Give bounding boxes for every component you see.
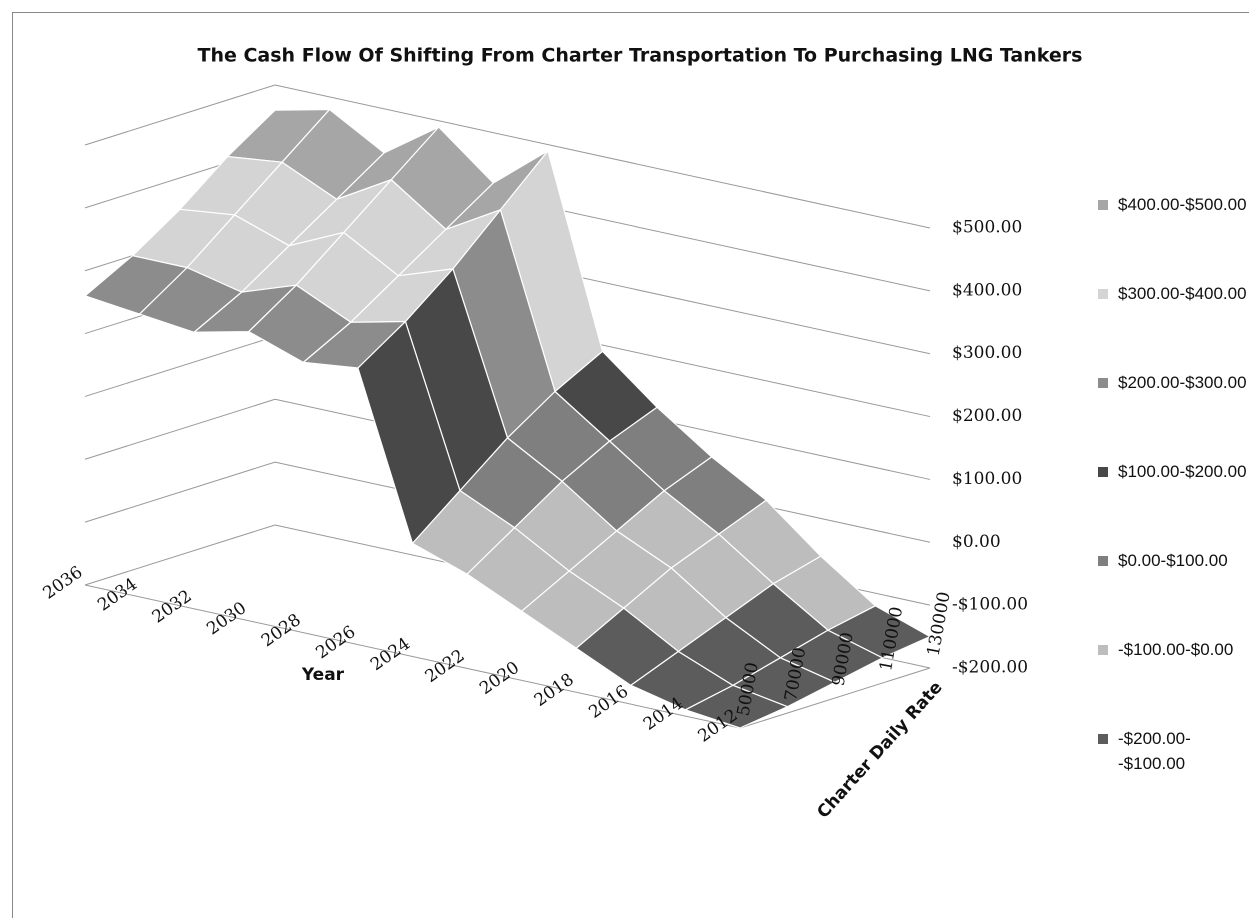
- axis-line: [739, 667, 931, 729]
- z-tick-label: $500.00: [952, 218, 1022, 238]
- z-tick-label: $400.00: [952, 280, 1022, 300]
- z-tick-label: $200.00: [952, 406, 1022, 426]
- legend-swatch: [1098, 289, 1108, 299]
- legend-label: $0.00-$100.00: [1118, 551, 1228, 570]
- x-tick-label: 2036: [40, 562, 87, 603]
- y-tick-label: 130000: [924, 590, 955, 657]
- legend-item: $100.00-$200.00: [1094, 459, 1247, 548]
- x-tick-label: 2016: [585, 682, 632, 723]
- legend-label: -$100.00-$0.00: [1118, 640, 1234, 659]
- legend-swatch: [1098, 200, 1108, 210]
- x-tick-label: 2020: [476, 658, 523, 699]
- grid-line: [84, 461, 276, 523]
- legend-label: $300.00-$400.00: [1118, 284, 1247, 303]
- grid-line: [84, 524, 276, 586]
- legend-item: $400.00-$500.00: [1094, 192, 1247, 281]
- legend-swatch: [1098, 467, 1108, 477]
- grid-line: [84, 398, 276, 460]
- z-tick-label: -$200.00: [952, 658, 1028, 678]
- z-tick-label: $0.00: [952, 532, 1001, 552]
- legend-item: -$200.00--$100.00: [1094, 726, 1226, 815]
- x-tick-label: 2028: [258, 610, 305, 651]
- x-tick-label: 2018: [531, 670, 578, 711]
- axis-line: [84, 584, 741, 729]
- grid-line: [274, 84, 931, 229]
- legend-item: $200.00-$300.00: [1094, 370, 1247, 459]
- chart-title: The Cash Flow Of Shifting From Charter T…: [198, 45, 1083, 67]
- x-tick-label: 2024: [367, 634, 414, 675]
- legend-item: -$100.00-$0.00: [1094, 637, 1233, 726]
- legend-item: $300.00-$400.00: [1094, 281, 1247, 370]
- surface-patch: [684, 684, 789, 729]
- grid-line: [84, 335, 276, 397]
- z-tick-label: $300.00: [952, 343, 1022, 363]
- legend-label: $100.00-$200.00: [1118, 462, 1247, 481]
- legend-swatch: [1098, 734, 1108, 744]
- z-tick-label: $100.00: [952, 469, 1022, 489]
- legend-label: $400.00-$500.00: [1118, 195, 1247, 214]
- x-tick-label: 2030: [203, 598, 250, 639]
- legend-swatch: [1098, 645, 1108, 655]
- x-tick-label: 2032: [149, 586, 196, 627]
- z-tick-label: -$100.00: [952, 595, 1028, 615]
- legend-label: $200.00-$300.00: [1118, 373, 1247, 392]
- x-tick-label: 2034: [94, 574, 141, 615]
- legend-swatch: [1098, 556, 1108, 566]
- legend-swatch: [1098, 378, 1108, 388]
- chart-frame: [12, 12, 1249, 918]
- x-tick-label: 2026: [312, 622, 359, 663]
- legend: $400.00-$500.00 $300.00-$400.00 $200.00-$3…: [1094, 192, 1247, 815]
- y-axis-title: Charter Daily Rate: [813, 678, 946, 823]
- grid-line: [84, 84, 276, 146]
- x-axis-title: Year: [301, 665, 345, 685]
- x-tick-label: 2022: [422, 646, 469, 687]
- legend-label: -$200.00--$100.00: [1118, 729, 1191, 773]
- legend-item: $0.00-$100.00: [1094, 548, 1228, 637]
